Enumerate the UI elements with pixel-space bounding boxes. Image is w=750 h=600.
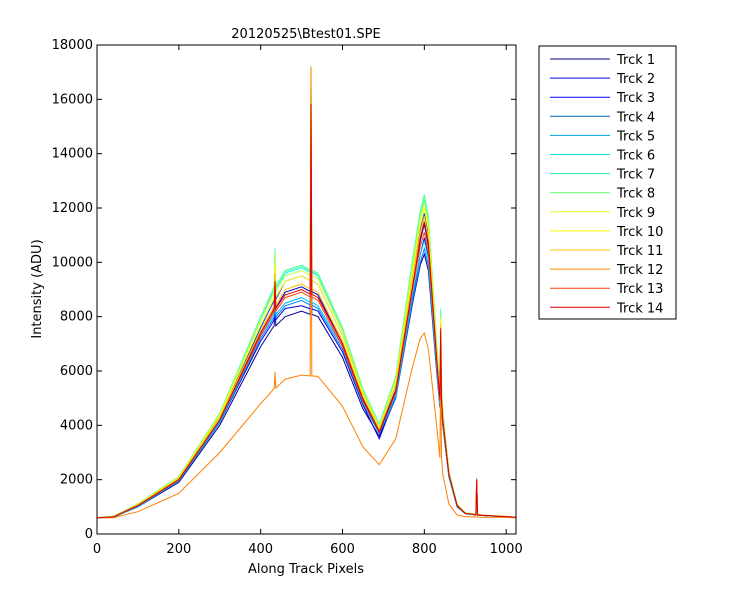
legend-label-2: Trck 2 xyxy=(616,72,655,87)
legend-label-13: Trck 13 xyxy=(616,282,663,297)
y-tick-label: 10000 xyxy=(52,255,93,270)
x-axis-title: Along Track Pixels xyxy=(248,562,364,577)
legend: Trck 1 Trck 2 Trck 3 Trck 4 Trck 5 Trck 6 Trck… xyxy=(538,45,677,320)
series-line-15 xyxy=(96,103,517,519)
legend-label-1: Trck 1 xyxy=(616,53,655,68)
legend-box xyxy=(538,45,677,320)
x-tick-label: 1000 xyxy=(490,542,523,557)
y-tick-label: 12000 xyxy=(52,201,93,216)
legend-label-3: Trck 3 xyxy=(616,91,655,106)
x-tick-label: 400 xyxy=(248,542,273,557)
legend-label-14: Trck 14 xyxy=(616,301,663,316)
y-tick-label: 0 xyxy=(85,527,93,542)
x-tick-label: 0 xyxy=(93,542,101,557)
y-tick-label: 4000 xyxy=(60,418,93,433)
legend-label-9: Trck 9 xyxy=(616,206,655,221)
plot-area-frame xyxy=(96,44,517,535)
y-tick-label: 8000 xyxy=(60,310,93,325)
y-tick-label: 18000 xyxy=(52,38,93,53)
axis-layer: 0 200 400 600 800 100002000400060008000100001… xyxy=(52,38,523,557)
x-tick-label: 600 xyxy=(330,542,355,557)
legend-label-7: Trck 7 xyxy=(616,168,655,183)
y-tick-label: 16000 xyxy=(52,92,93,107)
y-tick-label: 2000 xyxy=(60,473,93,488)
legend-label-4: Trck 4 xyxy=(616,110,655,125)
series-layer xyxy=(96,66,517,519)
series-line-13 xyxy=(97,66,517,519)
legend-label-10: Trck 10 xyxy=(616,225,663,240)
legend-label-6: Trck 6 xyxy=(616,149,655,164)
legend-label-11: Trck 11 xyxy=(616,244,663,259)
chart-title: 20120525\Btest01.SPE xyxy=(231,27,380,42)
y-tick-label: 14000 xyxy=(52,147,93,162)
x-tick-label: 800 xyxy=(412,542,437,557)
legend-label-12: Trck 12 xyxy=(616,263,663,278)
y-axis-title: Intensity (ADU) xyxy=(30,239,45,338)
legend-label-8: Trck 8 xyxy=(616,187,655,202)
x-tick-label: 200 xyxy=(166,542,191,557)
y-tick-label: 6000 xyxy=(60,364,93,379)
legend-label-5: Trck 5 xyxy=(616,129,655,144)
